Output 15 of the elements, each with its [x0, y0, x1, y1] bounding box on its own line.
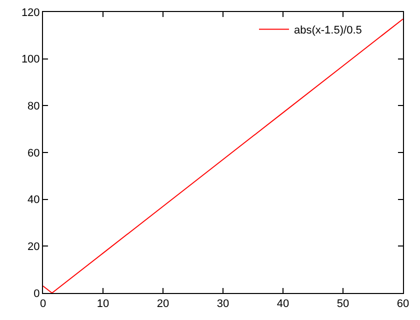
line-series: [43, 18, 403, 293]
x-tick-label: 40: [276, 298, 290, 310]
y-tick-label: 120: [21, 6, 40, 19]
y-tick-label: 0: [34, 288, 40, 300]
y-tick-label: 20: [28, 241, 40, 254]
y-tick-label: 60: [28, 147, 40, 160]
y-tick-label: 100: [21, 54, 40, 66]
legend-label: abs(x-1.5)/0.5: [294, 24, 362, 37]
x-tick-label: 20: [156, 298, 170, 310]
y-tick-label: 40: [28, 194, 40, 206]
y-tick-label: 80: [28, 100, 40, 113]
x-tick-label: 30: [216, 298, 230, 310]
x-tick-label: 60: [396, 298, 410, 310]
x-tick-label: 50: [336, 298, 350, 310]
x-tick-label: 10: [96, 298, 110, 310]
